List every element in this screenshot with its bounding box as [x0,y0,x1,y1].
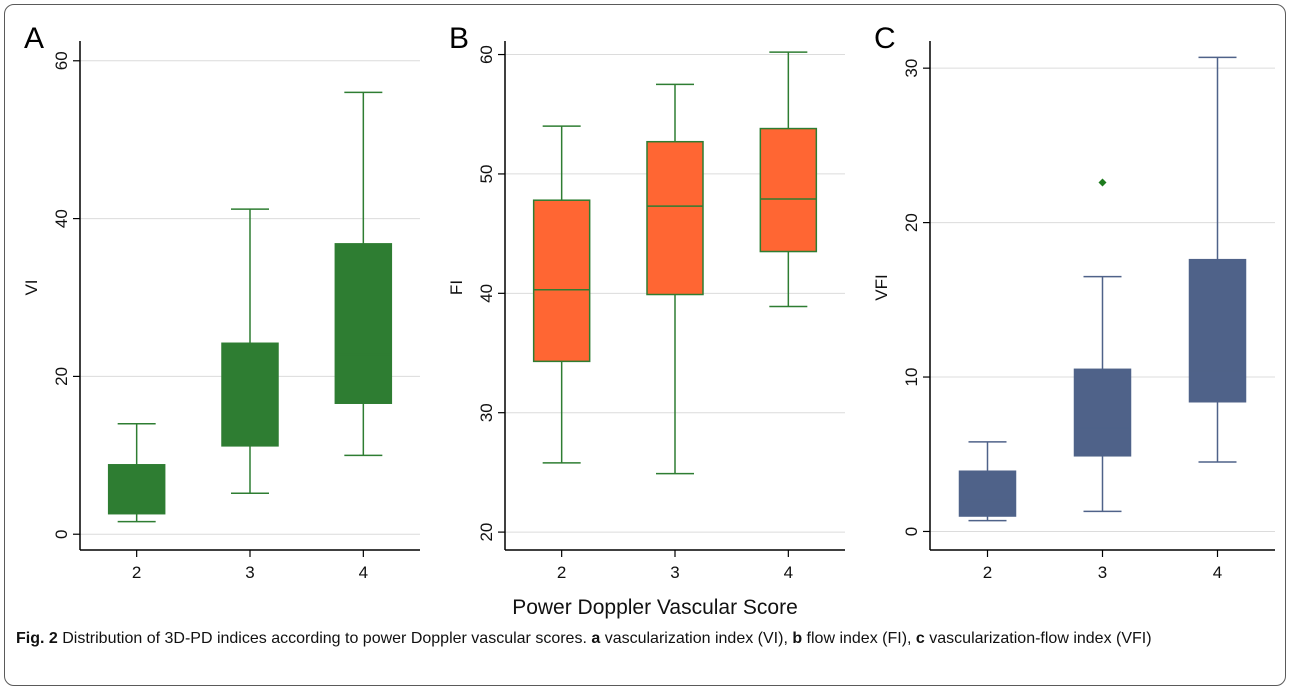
box-iqr [759,127,818,253]
y-axis-title: VFI [872,274,891,300]
outlier-point-0 [1098,178,1107,187]
box-iqr [334,243,393,404]
y-tick-label-0: 0 [902,527,921,536]
y-tick-label-4: 60 [477,45,496,64]
box-iqr [958,470,1017,517]
x-tick-label-1: 3 [245,563,254,582]
caption-label-c: c [915,630,925,647]
y-tick-label-2: 40 [52,209,71,228]
caption-fig-label: Fig. 2 [16,630,58,647]
panel-letter: A [24,22,44,55]
box-iqr [107,464,166,515]
y-tick-label-1: 30 [477,403,496,422]
panel-letter: C [874,22,896,55]
caption-text-intro: Distribution of 3D-PD indices according … [57,630,592,647]
box-3 [1073,178,1132,513]
x-tick-label-1: 3 [670,563,679,582]
caption-text-c: vascularization-flow index (VFI) [924,630,1152,647]
x-tick-label-0: 2 [132,563,141,582]
figure-frame [4,4,1286,686]
panel-b-fi: B 20 30 40 50 60 FI 2 3 4 [447,22,845,582]
box-iqr [221,342,279,447]
y-tick-label-2: 20 [902,213,921,232]
x-tick-label-2: 4 [359,563,368,582]
box-4 [334,91,393,457]
y-tick-label-0: 20 [477,523,496,542]
y-tick-label-3: 60 [52,51,71,70]
panel-c-vfi: C 0 10 20 30 VFI 2 3 4 [872,22,1275,582]
x-tick-label-2: 4 [784,563,793,582]
figure-caption: Fig. 2 Distribution of 3D-PD indices acc… [16,627,1271,651]
box-iqr [532,199,591,363]
y-axis-title: VI [22,279,41,295]
box-4 [759,51,818,308]
box-4 [1188,56,1247,463]
x-tick-label-0: 2 [983,563,992,582]
y-tick-label-0: 0 [52,529,71,538]
box-plots: A 0 20 40 60 VI 2 3 4 B 20 30 40 50 60 FI 2 3 4 C 0 10 20 30 V… [22,22,1275,619]
box-2 [532,125,591,464]
y-tick-label-2: 40 [477,284,496,303]
box-2 [958,441,1017,522]
box-3 [646,83,704,475]
caption-text-b: flow index (FI), [802,630,916,647]
y-axis-title: FI [447,280,466,295]
panel-a-vi: A 0 20 40 60 VI 2 3 4 [22,22,420,582]
y-tick-label-1: 20 [52,367,71,386]
x-tick-label-0: 2 [557,563,566,582]
box-3 [221,208,279,494]
y-tick-label-3: 50 [477,164,496,183]
shared-x-axis-title: Power Doppler Vascular Score [512,596,798,619]
box-iqr [1073,368,1132,457]
y-tick-label-1: 10 [902,368,921,387]
box-iqr [1188,258,1247,403]
x-tick-label-2: 4 [1213,563,1222,582]
box-2 [107,423,166,523]
y-tick-label-3: 30 [902,59,921,78]
box-iqr [646,140,704,296]
panel-letter: B [449,22,469,55]
caption-label-a: a [591,630,601,647]
x-tick-label-1: 3 [1098,563,1107,582]
caption-label-b: b [792,630,803,647]
caption-text-a: vascularization index (VI), [600,630,793,647]
